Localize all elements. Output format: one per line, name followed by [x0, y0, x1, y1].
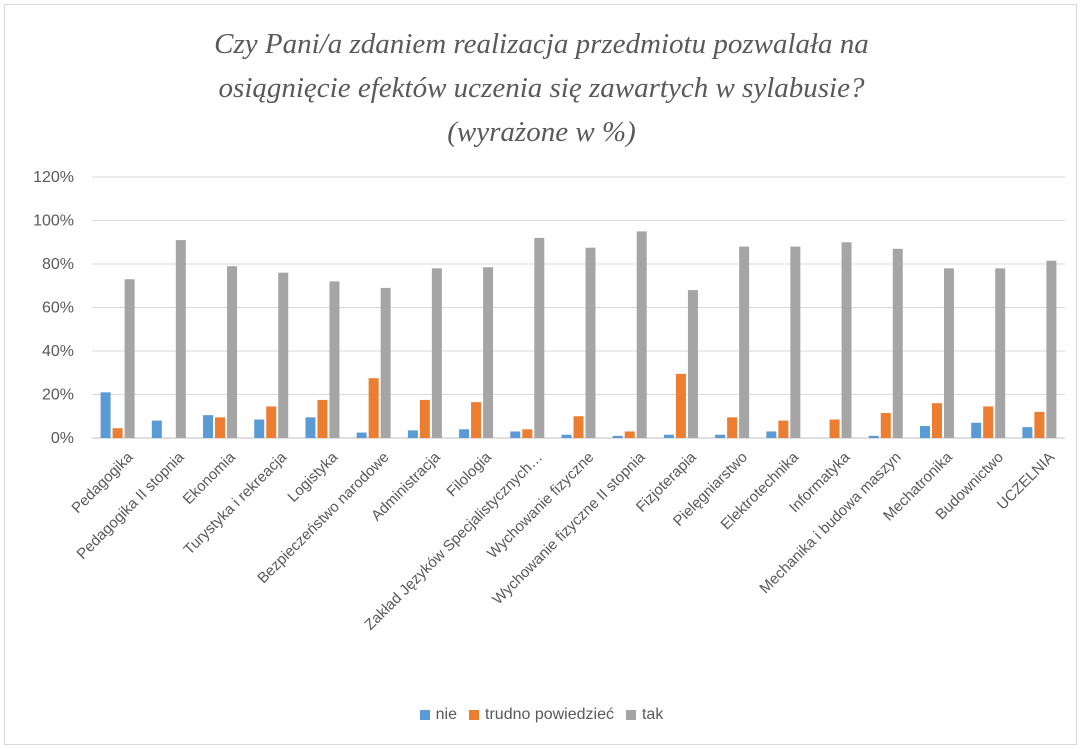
bar-tak — [687, 290, 698, 438]
bar-trudno-powiedzieć — [419, 399, 430, 438]
bar-trudno-powiedzieć — [368, 378, 379, 438]
bar-tak — [483, 267, 494, 438]
bar-nie — [100, 392, 111, 438]
legend-label: trudno powiedzieć — [485, 706, 614, 723]
bar-trudno-powiedzieć — [829, 419, 840, 438]
bar-tak — [380, 287, 391, 438]
legend-label: nie — [435, 706, 458, 723]
bar-trudno-powiedzieć — [522, 429, 533, 438]
bar-nie — [356, 432, 367, 438]
bar-nie — [919, 426, 930, 438]
bar-trudno-powiedzieć — [727, 417, 738, 438]
y-tick-label: 0% — [51, 430, 74, 447]
bar-tak — [841, 242, 852, 438]
bar-nie — [510, 431, 521, 438]
bar-trudno-powiedzieć — [266, 406, 277, 438]
y-tick-label: 40% — [42, 343, 74, 360]
bar-nie — [203, 415, 214, 438]
bar-tak — [943, 268, 954, 438]
bar-tak — [995, 268, 1006, 438]
bar-nie — [561, 434, 572, 438]
bar-trudno-powiedzieć — [471, 402, 482, 438]
bar-tak — [636, 231, 647, 438]
bar-trudno-powiedzieć — [573, 416, 584, 438]
y-tick-label: 120% — [33, 169, 74, 186]
legend-item: trudno powiedzieć — [469, 706, 614, 724]
bar-trudno-powiedzieć — [1034, 411, 1045, 438]
bar-tak — [124, 279, 135, 438]
y-tick-label: 80% — [42, 256, 74, 273]
y-tick-label: 60% — [42, 300, 74, 317]
bar-tak — [175, 240, 186, 438]
chart-title-line-3: (wyrażone w %) — [447, 116, 636, 148]
bar-nie — [971, 422, 982, 438]
bar-nie — [663, 434, 674, 438]
chart-title-line-2: osiągnięcie efektów uczenia się zawartyc… — [218, 72, 865, 104]
bar-trudno-powiedzieć — [778, 420, 789, 438]
bar-trudno-powiedzieć — [215, 417, 226, 438]
bar-tak — [431, 268, 442, 438]
bar-tak — [892, 248, 903, 438]
legend-item: tak — [625, 706, 664, 724]
bar-nie — [407, 430, 418, 438]
bar-trudno-powiedzieć — [624, 431, 635, 438]
bar-trudno-powiedzieć — [317, 399, 328, 438]
bar-nie — [459, 429, 470, 438]
bar-tak — [585, 247, 596, 438]
x-tick-label: Filologia — [443, 448, 495, 500]
bar-nie — [305, 417, 316, 438]
bar-tak — [329, 281, 340, 438]
legend-swatch — [419, 710, 430, 720]
bar-nie — [254, 419, 265, 438]
x-tick-label: Zakład Języków Specjalistycznych… — [361, 449, 546, 634]
legend-swatch — [469, 710, 480, 720]
chart-title-line-1: Czy Pani/a zdaniem realizacja przedmiotu… — [214, 28, 869, 60]
bar-tak — [1046, 260, 1057, 438]
x-tick-label: Turystyka i rekreacja — [181, 448, 291, 558]
bar-nie — [715, 434, 726, 438]
bar-tak — [227, 266, 238, 438]
bar-nie — [612, 435, 623, 438]
bar-nie — [766, 431, 777, 438]
legend-item: nie — [419, 706, 458, 724]
bar-trudno-powiedzieć — [880, 412, 891, 438]
bar-trudno-powiedzieć — [112, 428, 123, 438]
bar-trudno-powiedzieć — [675, 373, 686, 438]
bar-tak — [534, 237, 545, 438]
bar-tak — [790, 246, 801, 438]
bar-nie — [151, 420, 162, 438]
bar-nie — [868, 435, 879, 438]
legend-label: tak — [641, 706, 664, 723]
legend-swatch — [625, 710, 636, 720]
legend: nie trudno powiedzieć tak — [0, 706, 1083, 725]
bar-trudno-powiedzieć — [931, 403, 942, 438]
y-tick-label: 100% — [33, 213, 74, 230]
bar-tak — [278, 272, 289, 438]
bar-nie — [1022, 427, 1033, 438]
bar-trudno-powiedzieć — [983, 406, 994, 438]
y-tick-label: 20% — [42, 387, 74, 404]
bar-tak — [739, 246, 750, 438]
